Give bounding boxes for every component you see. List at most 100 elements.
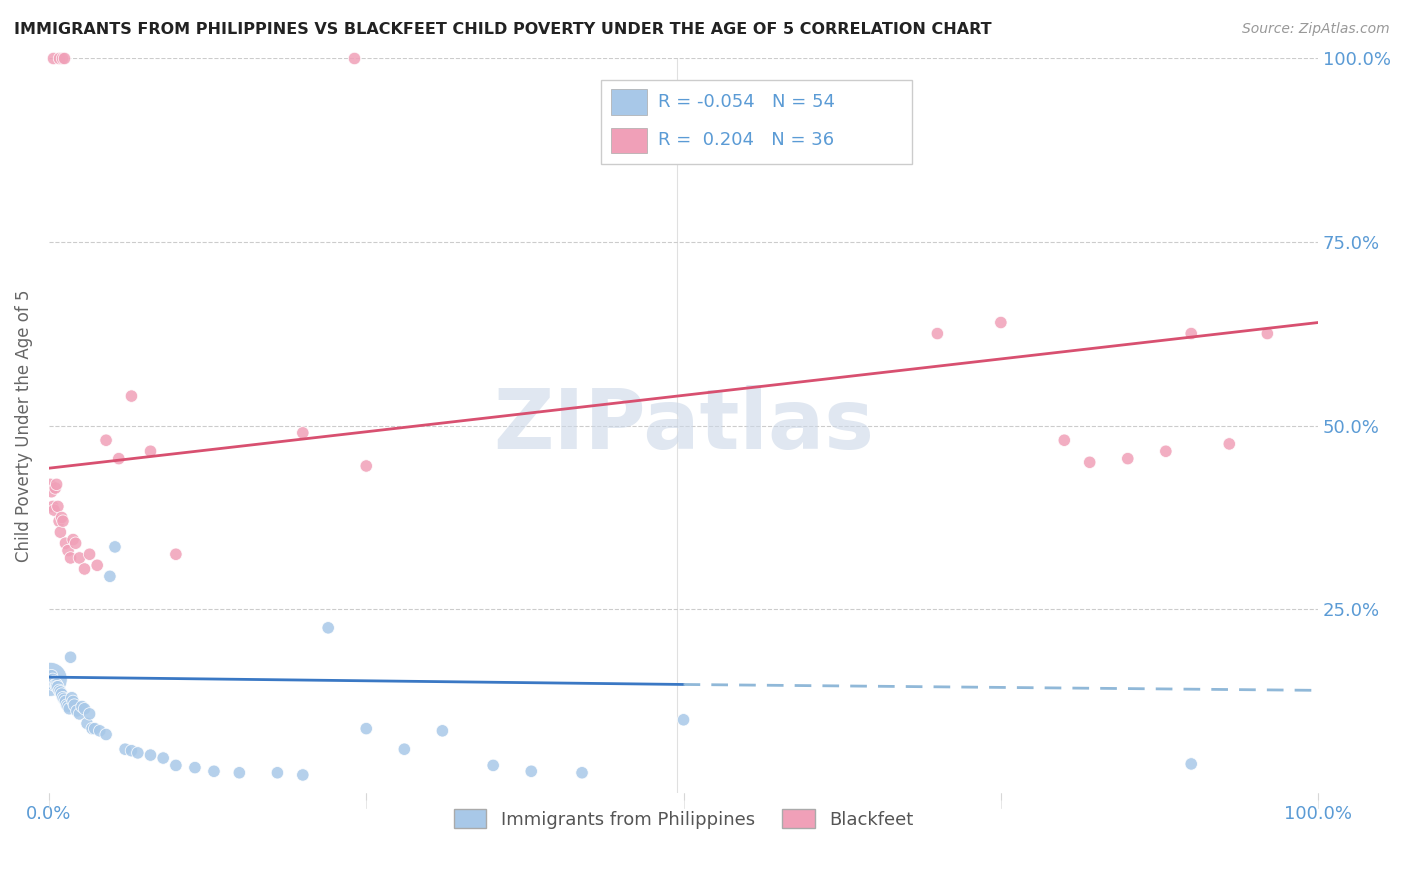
Point [266,765,288,780]
Point [1078,455,1101,469]
Point [94,434,117,448]
Point [482,758,505,772]
Point [94,727,117,741]
Point [571,765,593,780]
Point [63,698,86,712]
FancyBboxPatch shape [600,79,912,164]
Point [48,51,70,65]
Point [41,484,63,499]
Point [520,764,543,779]
Point [44,481,66,495]
Point [46,500,69,514]
Point [83,722,105,736]
FancyBboxPatch shape [612,128,647,153]
Point [52,514,75,528]
Point [184,761,207,775]
Point [139,748,162,763]
Y-axis label: Child Poverty Under the Age of 5: Child Poverty Under the Age of 5 [15,289,32,562]
Point [165,547,187,561]
Point [79,547,101,561]
Point [51,51,73,65]
Point [52,690,75,705]
Point [39,477,62,491]
Point [86,558,108,573]
Point [42,674,65,689]
Point [1218,437,1240,451]
Point [356,722,378,736]
Point [65,536,87,550]
Point [60,690,83,705]
Point [114,742,136,756]
Point [394,742,416,756]
Point [49,685,72,699]
Point [1180,326,1202,341]
Point [48,514,70,528]
Point [45,477,67,491]
Point [316,621,339,635]
Point [107,451,129,466]
Point [356,458,378,473]
Text: IMMIGRANTS FROM PHILIPPINES VS BLACKFEET CHILD POVERTY UNDER THE AGE OF 5 CORREL: IMMIGRANTS FROM PHILIPPINES VS BLACKFEET… [14,22,991,37]
Point [39,673,62,687]
Point [121,744,143,758]
Point [291,768,314,782]
Point [59,550,82,565]
Point [58,702,80,716]
Point [165,758,187,772]
Point [82,722,104,736]
Point [70,699,93,714]
Legend: Immigrants from Philippines, Blackfeet: Immigrants from Philippines, Blackfeet [447,802,921,836]
Point [127,746,149,760]
Point [990,316,1012,330]
Text: R =  0.204   N = 36: R = 0.204 N = 36 [658,131,834,149]
Point [228,765,250,780]
Text: ZIPatlas: ZIPatlas [494,385,875,466]
Point [48,683,70,698]
Point [67,706,90,721]
Point [67,550,90,565]
Point [45,677,67,691]
Point [121,389,143,403]
Point [42,500,65,514]
Point [89,723,111,738]
Point [55,698,77,712]
Point [59,650,82,665]
Point [42,51,65,65]
Point [152,751,174,765]
Point [53,51,76,65]
Point [42,673,65,687]
Text: Source: ZipAtlas.com: Source: ZipAtlas.com [1241,22,1389,37]
FancyBboxPatch shape [612,89,647,115]
Point [56,543,79,558]
Point [62,533,84,547]
Point [44,677,66,691]
Point [1154,444,1177,458]
Point [62,694,84,708]
Point [42,503,65,517]
Point [1256,326,1278,341]
Point [45,680,67,694]
Point [73,562,96,576]
Text: R = -0.054   N = 54: R = -0.054 N = 54 [658,93,835,111]
Point [342,51,364,65]
Point [927,326,949,341]
Point [55,536,77,550]
Point [49,525,72,540]
Point [104,540,127,554]
Point [291,425,314,440]
Point [41,668,63,682]
Point [1180,756,1202,771]
Point [53,692,76,706]
Point [98,569,121,583]
Point [672,713,695,727]
Point [55,694,77,708]
Point [79,706,101,721]
Point [202,764,225,779]
Point [42,677,65,691]
Point [46,680,69,694]
Point [139,444,162,458]
Point [73,702,96,716]
Point [51,510,73,524]
Point [1053,434,1076,448]
Point [51,687,73,701]
